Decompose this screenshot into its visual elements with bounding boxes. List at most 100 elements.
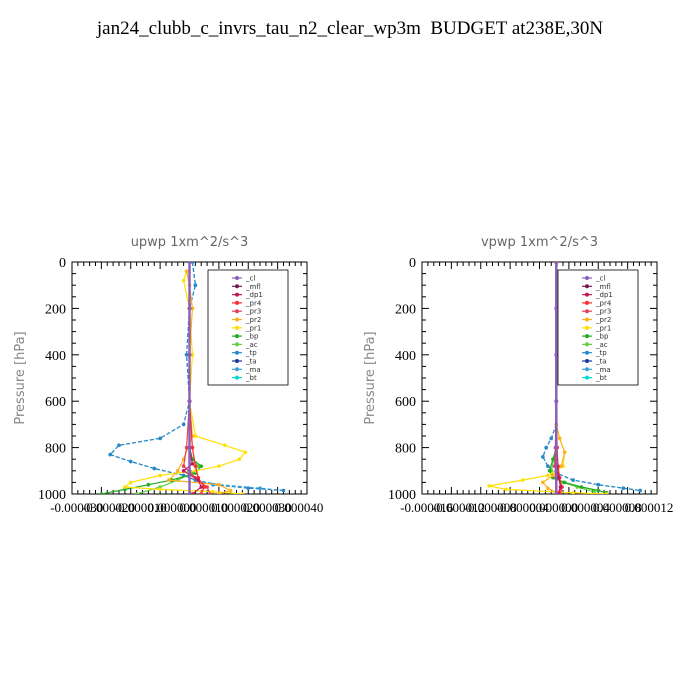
x-tick-label: -0.000016 [400,500,454,515]
legend-marker [235,309,239,314]
legend-marker [585,334,589,339]
series-point-pr2 [562,450,567,455]
x-tick-label: 0.000000 [148,500,197,515]
series-point-ac [134,492,139,494]
series-point-tp [621,486,626,491]
series-point-pr1 [571,491,575,494]
series-point-bp [146,482,151,487]
series-point-pr1 [190,353,195,357]
legend-label: _ma [245,366,261,374]
legend-label: _ac [245,341,258,349]
y-tick-label: 800 [395,442,416,457]
series-point-pr1 [158,487,162,492]
legend-label: _ma [595,366,611,374]
legend-label: _bp [595,333,609,341]
series-point-pr2 [217,482,221,487]
series-point-pr4 [193,464,198,468]
series-point-pr4 [202,485,206,489]
legend-marker [235,300,239,305]
series-point-cl [187,399,192,404]
y-tick-label: 200 [395,302,416,317]
series-point-cl [187,353,192,357]
legend-label: _pr3 [595,308,611,316]
x-tick-label: -0.000010 [114,500,167,515]
series-point-pr4 [190,445,195,450]
legend-label: _pr1 [595,324,611,332]
series-point-pr2 [559,464,564,468]
series-point-pr3 [184,445,189,450]
series-point-tp [128,459,133,464]
legend-label: _pr2 [245,316,261,324]
series-point-dp1 [190,492,195,494]
series-point-cl [554,469,559,473]
legend-marker [235,350,239,355]
series-point-dp1 [557,475,561,480]
x-tick-label: -0.000020 [82,500,135,515]
series-point-bp [551,457,555,462]
legend-marker [235,276,239,280]
legend-label: _cl [245,275,255,283]
series-point-tp [596,482,601,487]
legend-label: _pr1 [245,324,261,332]
y-tick-label: 1000 [38,488,66,503]
legend-marker [235,325,239,330]
y-tick-label: 600 [395,395,416,410]
series-point-pr2 [557,436,562,441]
legend-marker [235,342,239,347]
legend-label: _tp [245,349,257,357]
x-tick-label: 0.000004 [561,500,610,515]
x-tick-label: 0.000000 [529,500,578,515]
series-point-dp1 [196,478,201,482]
series-point-pr4 [199,492,204,494]
x-tick-label: -0.000004 [495,500,549,515]
series-point-pr2 [541,480,545,485]
series-point-pr1 [504,487,508,492]
series-point-tp [549,436,554,441]
series-point-pr2 [546,486,550,491]
y-tick-label: 200 [45,302,66,317]
legend-label: _pr2 [595,316,611,324]
series-point-pr2 [228,488,233,493]
series-point-cl [554,306,559,311]
series-point-tp [544,445,549,450]
series-point-pr1 [520,478,525,482]
x-tick-label: 0.000010 [179,500,228,515]
series-point-cl [187,262,192,264]
legend-marker [585,350,589,355]
series-point-bp [547,469,552,473]
series-point-pr3 [181,464,186,468]
series-point-pr1 [211,489,215,494]
series-point-cl [554,445,559,450]
series-point-pr2 [190,306,195,311]
legend-marker [585,309,589,314]
series-point-pr1 [604,492,609,494]
series-point-bp [562,480,567,485]
series-point-tp [541,455,545,459]
legend-marker [585,375,589,380]
legend-label: _cl [595,275,605,283]
plot-area [487,262,643,494]
series-point-cl [187,306,192,311]
series-point-dp1 [558,485,563,489]
y-tick-label: 600 [45,395,66,410]
series-point-tp [246,486,251,491]
legend-label: _bt [245,374,257,382]
y-tick-label: 400 [45,349,66,364]
series-point-tp [638,488,643,493]
series-point-pr1 [158,473,162,478]
legend-marker [585,325,589,330]
legend-label: _bt [595,374,607,382]
legend-label: _bp [245,333,259,341]
panel-title: upwp 1xm^2/s^3 [131,235,249,250]
x-tick-label: 0.000008 [593,500,642,515]
series-point-pr3 [205,485,209,489]
y-tick-label: 400 [395,349,416,364]
series-point-bp [596,488,601,493]
legend-box [557,269,639,386]
legend-marker [585,342,589,347]
legend-marker [585,284,589,289]
legend-label: _pr4 [595,299,612,307]
legend-marker [235,367,239,372]
legend-label: _ac [595,341,608,349]
